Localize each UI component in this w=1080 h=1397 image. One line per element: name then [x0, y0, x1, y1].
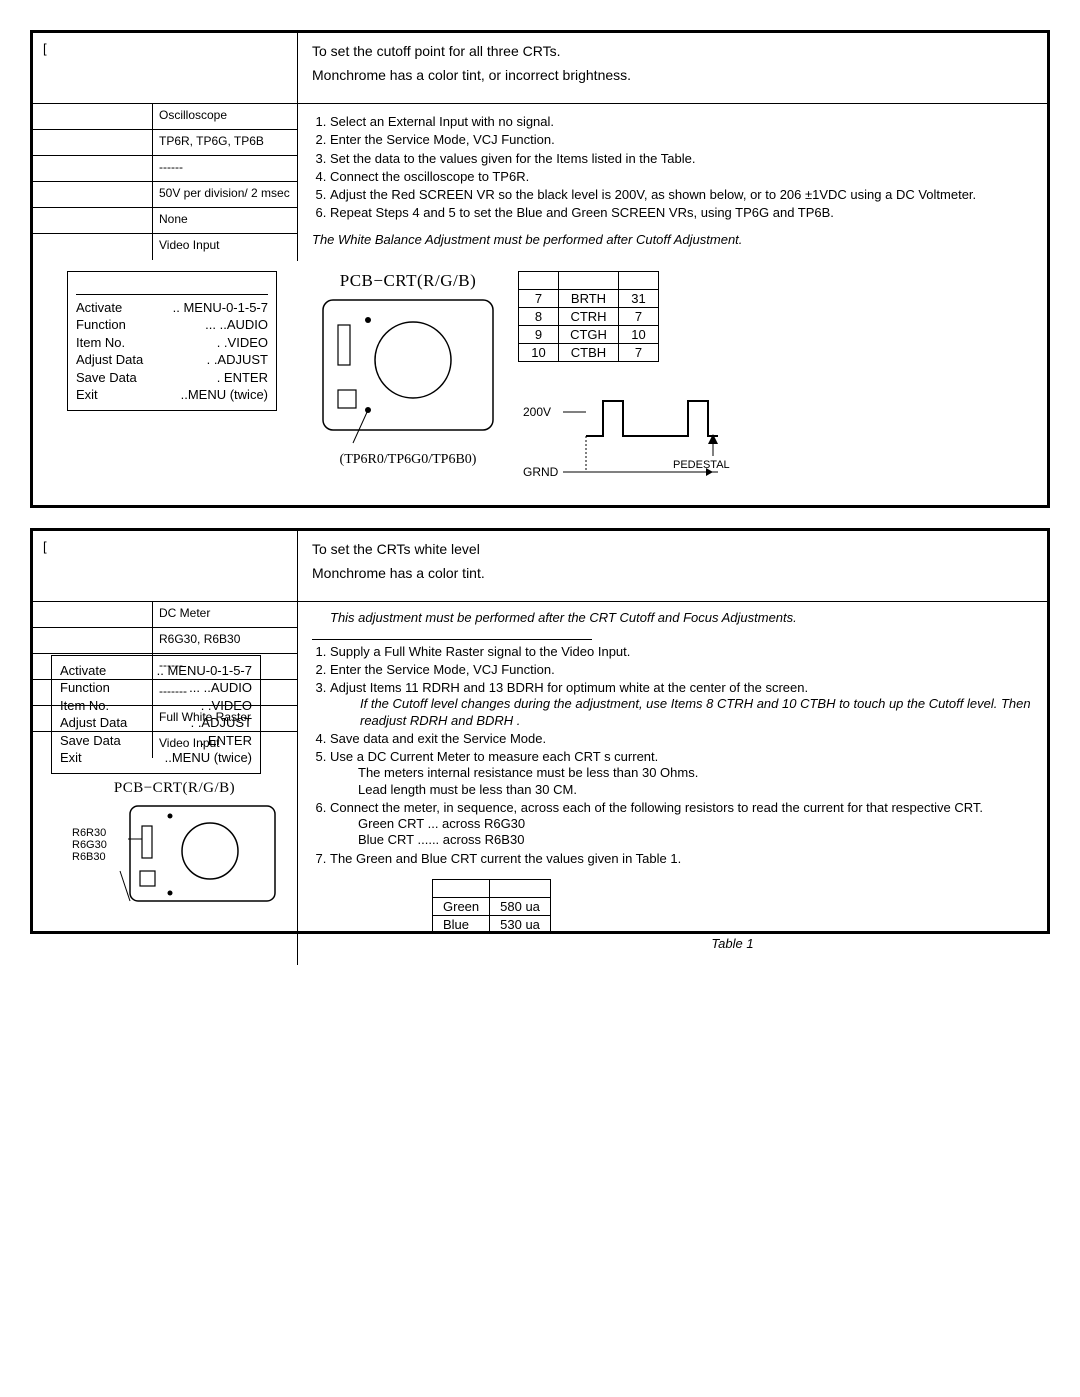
table-row: 10CTBH7	[519, 343, 659, 361]
param-row: Oscilloscope	[33, 104, 297, 130]
table-row: Green580 ua	[433, 897, 551, 915]
wave-pedestal: PEDESTAL	[673, 459, 730, 471]
goal-text: To set the CRTs white level	[312, 541, 1033, 557]
step5-sub: The meters internal resistance must be l…	[358, 765, 1033, 781]
service-mode-box: Activate.. MENU-0-1-5-7Function... ..AUD…	[51, 655, 261, 774]
pcb-diagram: PCB−CRT(R/G/B) (TP6R0/TP6G0/TP6B0)	[318, 271, 498, 468]
header-left: [	[33, 531, 298, 601]
step: The Green and Blue CRT current the value…	[330, 851, 1033, 867]
steps-list: Supply a Full White Raster signal to the…	[330, 644, 1033, 867]
pcb-caption: (TP6R0/TP6G0/TP6B0)	[318, 452, 498, 468]
svg-text:R6G30: R6G30	[72, 839, 107, 851]
top-note: This adjustment must be performed after …	[330, 610, 1033, 625]
table-row: 9CTGH10	[519, 325, 659, 343]
table1: Green580 uaBlue530 ua	[432, 879, 551, 934]
pcb-diagram: PCB−CRT(R/G/B) R6R30 R6G30 R6B30	[51, 780, 298, 914]
header-row: [ To set the cutoff point for all three …	[33, 33, 1047, 104]
pcb-svg: R6R30 R6G30 R6B30	[70, 801, 280, 911]
table-row: 8CTRH7	[519, 307, 659, 325]
param-row: TP6R, TP6G, TP6B	[33, 130, 297, 156]
waveform: 200V PEDESTAL GRND	[518, 376, 738, 489]
goal-text: To set the cutoff point for all three CR…	[312, 43, 1033, 59]
step: Repeat Steps 4 and 5 to set the Blue and…	[330, 205, 1033, 221]
section-white-balance: [ To set the CRTs white level Monchrome …	[30, 528, 1050, 935]
data-table: 7BRTH318CTRH79CTGH1010CTBH7	[518, 271, 659, 362]
after-note: The White Balance Adjustment must be per…	[312, 232, 1033, 247]
header-right: To set the CRTs white level Monchrome ha…	[298, 531, 1047, 601]
step: Adjust Items 11 RDRH and 13 BDRH for opt…	[330, 680, 1033, 729]
step6-sub: Green CRT ... across R6G30	[358, 816, 1033, 832]
steps-col: Select an External Input with no signal.…	[298, 104, 1047, 261]
table-row: 7BRTH31	[519, 289, 659, 307]
svg-text:R6R30: R6R30	[72, 827, 106, 839]
params-table: OscilloscopeTP6R, TP6G, TP6B------50V pe…	[33, 104, 298, 261]
below-row: Activate.. MENU-0-1-5-7Function... ..AUD…	[33, 261, 1047, 505]
pcb-title: PCB−CRT(R/G/B)	[318, 271, 498, 291]
step: Save data and exit the Service Mode.	[330, 731, 1033, 747]
header-left: [	[33, 33, 298, 103]
step: Use a DC Current Meter to measure each C…	[330, 749, 1033, 798]
step6-sub: Blue CRT ...... across R6B30	[358, 832, 1033, 848]
param-row: DC Meter	[33, 602, 297, 628]
header-right: To set the cutoff point for all three CR…	[298, 33, 1047, 103]
param-row: ------	[33, 156, 297, 182]
steps-col: This adjustment must be performed after …	[298, 602, 1047, 965]
section-cutoff: [ To set the cutoff point for all three …	[30, 30, 1050, 508]
step: Connect the oscilloscope to TP6R.	[330, 169, 1033, 185]
svg-text:R6B30: R6B30	[72, 851, 106, 863]
step5-sub: Lead length must be less than 30 CM.	[358, 782, 1033, 798]
mid-row: OscilloscopeTP6R, TP6G, TP6B------50V pe…	[33, 104, 1047, 261]
symptom-text: Monchrome has a color tint, or incorrect…	[312, 67, 1033, 83]
symptom-text: Monchrome has a color tint.	[312, 565, 1033, 581]
steps-list: Select an External Input with no signal.…	[330, 114, 1033, 222]
header-row: [ To set the CRTs white level Monchrome …	[33, 531, 1047, 602]
param-row: Video Input	[33, 234, 297, 260]
param-row: R6G30, R6B30	[33, 628, 297, 654]
step: Set the data to the values given for the…	[330, 151, 1033, 167]
wave-200v: 200V	[523, 405, 551, 419]
table1-caption: Table 1	[432, 936, 1033, 951]
step: Adjust the Red SCREEN VR so the black le…	[330, 187, 1033, 203]
param-row: None	[33, 208, 297, 234]
step: Select an External Input with no signal.	[330, 114, 1033, 130]
table1-wrap: Green580 uaBlue530 ua Table 1	[432, 879, 1033, 951]
step: Supply a Full White Raster signal to the…	[330, 644, 1033, 660]
param-row: 50V per division/ 2 msec	[33, 182, 297, 208]
left-overlay: Activate.. MENU-0-1-5-7Function... ..AUD…	[33, 655, 298, 930]
step: Enter the Service Mode, VCJ Function.	[330, 132, 1033, 148]
table-row: Blue530 ua	[433, 915, 551, 933]
pcb-svg	[318, 295, 498, 445]
service-mode-box: Activate.. MENU-0-1-5-7Function... ..AUD…	[67, 271, 277, 411]
right-stack: 7BRTH318CTRH79CTGH1010CTBH7 200V PEDESTA…	[518, 271, 738, 489]
bracket: [	[43, 539, 47, 554]
wave-grnd: GRND	[523, 465, 559, 479]
step: Enter the Service Mode, VCJ Function.	[330, 662, 1033, 678]
step3-note: If the Cutoff level changes during the a…	[360, 696, 1033, 729]
service-title	[76, 278, 268, 295]
pcb-title: PCB−CRT(R/G/B)	[51, 780, 298, 797]
step: Connect the meter, in sequence, across e…	[330, 800, 1033, 849]
bracket: [	[43, 41, 47, 56]
